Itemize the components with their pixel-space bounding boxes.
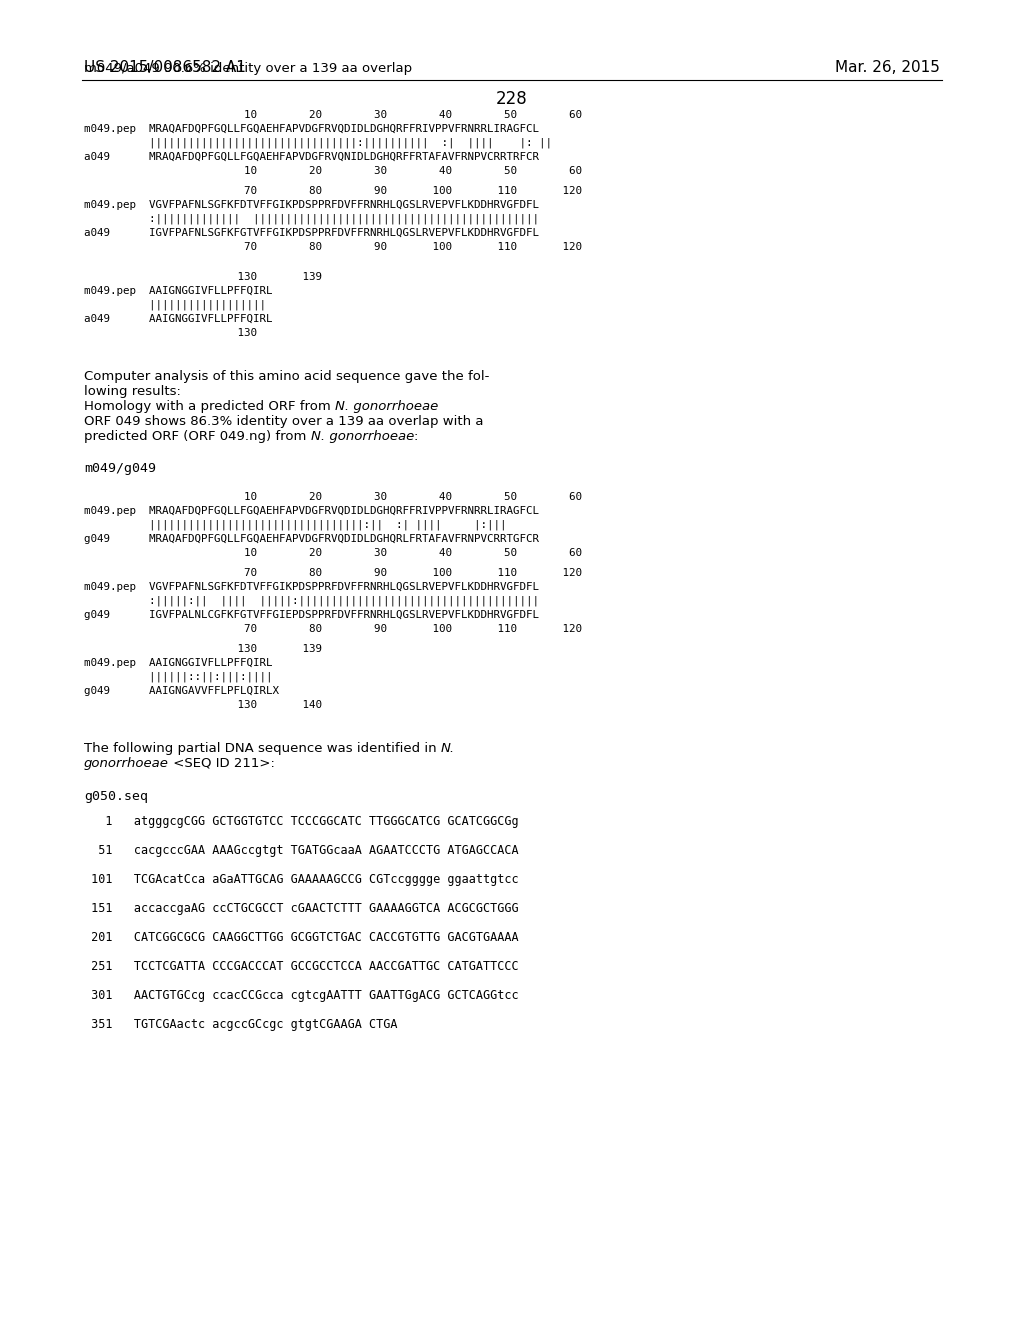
Text: m049.pep  VGVFPAFNLSGFKFDTVFFGIKPDSPPRFDVFFRNRHLQGSLRVEPVFLKDDHRVGFDFL: m049.pep VGVFPAFNLSGFKFDTVFFGIKPDSPPRFDV… (84, 201, 539, 210)
Text: ||||||::||:|||:||||: ||||||::||:|||:|||| (84, 672, 272, 682)
Text: ORF 049 shows 86.3% identity over a 139 aa overlap with a: ORF 049 shows 86.3% identity over a 139 … (84, 414, 483, 428)
Text: N. gonorrhoeae: N. gonorrhoeae (335, 400, 438, 413)
Text: ||||||||||||||||||: |||||||||||||||||| (84, 300, 266, 310)
Text: N.: N. (441, 742, 455, 755)
Text: 70        80        90       100       110       120: 70 80 90 100 110 120 (179, 624, 583, 634)
Text: <SEQ ID 211>:: <SEQ ID 211>: (169, 756, 274, 770)
Text: g049      IGVFPALNLCGFKFGTVFFGIEPDSPPRFDVFFRNRHLQGSLRVEPVFLKDDHRVGFDFL: g049 IGVFPALNLCGFKFGTVFFGIEPDSPPRFDVFFRN… (84, 610, 539, 620)
Text: 1   atgggcgCGG GCTGGTGTCC TCCCGGCATC TTGGGCATCG GCATCGGCGg: 1 atgggcgCGG GCTGGTGTCC TCCCGGCATC TTGGG… (84, 814, 518, 828)
Text: 228: 228 (496, 90, 528, 108)
Text: m049.pep  MRAQAFDQPFGQLLFGQAEHFAPVDGFRVQDIDLDGHQRFFRIVPPVFRNRRLIRAGFCL: m049.pep MRAQAFDQPFGQLLFGQAEHFAPVDGFRVQD… (84, 124, 539, 135)
Text: gonorrhoeae: gonorrhoeae (84, 756, 169, 770)
Text: 101   TCGAcatCca aGaATTGCAG GAAAAAGCCG CGTccgggge ggaattgtcc: 101 TCGAcatCca aGaATTGCAG GAAAAAGCCG CGT… (84, 873, 518, 886)
Text: 10        20        30        40        50        60: 10 20 30 40 50 60 (179, 110, 583, 120)
Text: m049.pep  MRAQAFDQPFGQLLFGQAEHFAPVDGFRVQDIDLDGHQRFFRIVPPVFRNRRLIRAGFCL: m049.pep MRAQAFDQPFGQLLFGQAEHFAPVDGFRVQD… (84, 506, 539, 516)
Text: 130       140: 130 140 (179, 700, 323, 710)
Text: :: : (414, 430, 418, 444)
Text: :|||||||||||||  ||||||||||||||||||||||||||||||||||||||||||||: :||||||||||||| |||||||||||||||||||||||||… (84, 214, 539, 224)
Text: 151   accaccgaAG ccCTGCGCCT cGAACTCTTT GAAAAGGTCA ACGCGCTGGG: 151 accaccgaAG ccCTGCGCCT cGAACTCTTT GAA… (84, 902, 518, 915)
Text: :|||||:||  ||||  |||||:|||||||||||||||||||||||||||||||||||||: :|||||:|| |||| |||||:|||||||||||||||||||… (84, 597, 539, 606)
Text: 130       139: 130 139 (179, 644, 323, 653)
Text: 70        80        90       100       110       120: 70 80 90 100 110 120 (179, 568, 583, 578)
Text: m049.pep  VGVFPAFNLSGFKFDTVFFGIKPDSPPRFDVFFRNRHLQGSLRVEPVFLKDDHRVGFDFL: m049.pep VGVFPAFNLSGFKFDTVFFGIKPDSPPRFDV… (84, 582, 539, 591)
Text: a049      IGVFPAFNLSGFKFGTVFFGIKPDSPPRFDVFFRNRHLQGSLRVEPVFLKDDHRVGFDFL: a049 IGVFPAFNLSGFKFGTVFFGIKPDSPPRFDVFFRN… (84, 228, 539, 238)
Text: predicted ORF (ORF 049.ng) from: predicted ORF (ORF 049.ng) from (84, 430, 310, 444)
Text: g049      MRAQAFDQPFGQLLFGQAEHFAPVDGFRVQDIDLDGHQRLFRTAFAVFRNPVCRRTGFCR: g049 MRAQAFDQPFGQLLFGQAEHFAPVDGFRVQDIDLD… (84, 535, 539, 544)
Text: 130: 130 (179, 327, 257, 338)
Text: lowing results:: lowing results: (84, 385, 181, 399)
Text: a049      MRAQAFDQPFGQLLFGQAEHFAPVDGFRVQNIDLDGHQRFFRTAFAVFRNPVCRRTRFCR: a049 MRAQAFDQPFGQLLFGQAEHFAPVDGFRVQNIDLD… (84, 152, 539, 162)
Text: The following partial DNA sequence was identified in: The following partial DNA sequence was i… (84, 742, 441, 755)
Text: Homology with a predicted ORF from: Homology with a predicted ORF from (84, 400, 335, 413)
Text: 10        20        30        40        50        60: 10 20 30 40 50 60 (179, 492, 583, 502)
Text: 70        80        90       100       110       120: 70 80 90 100 110 120 (179, 186, 583, 195)
Text: g049      AAIGNGAVVFFLPFLQIRLX: g049 AAIGNGAVVFFLPFLQIRLX (84, 686, 279, 696)
Text: 301   AACTGTGCcg ccacCCGcca cgtcgAATTT GAATTGgACG GCTCAGGtcc: 301 AACTGTGCcg ccacCCGcca cgtcgAATTT GAA… (84, 989, 518, 1002)
Text: |||||||||||||||||||||||||||||||||:||  :| ||||     |:|||: |||||||||||||||||||||||||||||||||:|| :| … (84, 520, 507, 531)
Text: 351   TGTCGAactc acgccGCcgc gtgtCGAAGA CTGA: 351 TGTCGAactc acgccGCcgc gtgtCGAAGA CTG… (84, 1018, 397, 1031)
Text: g050.seq: g050.seq (84, 789, 148, 803)
Text: 10        20        30        40        50        60: 10 20 30 40 50 60 (179, 548, 583, 558)
Text: ||||||||||||||||||||||||||||||||:||||||||||  :|  ||||    |: ||: ||||||||||||||||||||||||||||||||:|||||||… (84, 139, 552, 149)
Text: 51   cacgcccGAA AAAGccgtgt TGATGGcaaA AGAATCCCTG ATGAGCCACA: 51 cacgcccGAA AAAGccgtgt TGATGGcaaA AGAA… (84, 843, 518, 857)
Text: 70        80        90       100       110       120: 70 80 90 100 110 120 (179, 242, 583, 252)
Text: m049/g049: m049/g049 (84, 462, 156, 475)
Text: 251   TCCTCGATTA CCCGACCCAT GCCGCCTCCA AACCGATTGC CATGATTCCC: 251 TCCTCGATTA CCCGACCCAT GCCGCCTCCA AAC… (84, 960, 518, 973)
Text: US 2015/0086582 A1: US 2015/0086582 A1 (84, 59, 246, 75)
Text: N. gonorrhoeae: N. gonorrhoeae (310, 430, 414, 444)
Text: Computer analysis of this amino acid sequence gave the fol-: Computer analysis of this amino acid seq… (84, 370, 489, 383)
Text: m049.pep  AAIGNGGIVFLLPFFQIRL: m049.pep AAIGNGGIVFLLPFFQIRL (84, 286, 272, 296)
Text: 10        20        30        40        50        60: 10 20 30 40 50 60 (179, 166, 583, 176)
Text: a049      AAIGNGGIVFLLPFFQIRL: a049 AAIGNGGIVFLLPFFQIRL (84, 314, 272, 323)
Text: 201   CATCGGCGCG CAAGGCTTGG GCGGTCTGAC CACCGTGTTG GACGTGAAAA: 201 CATCGGCGCG CAAGGCTTGG GCGGTCTGAC CAC… (84, 931, 518, 944)
Text: m049.pep  AAIGNGGIVFLLPFFQIRL: m049.pep AAIGNGGIVFLLPFFQIRL (84, 657, 272, 668)
Text: 130       139: 130 139 (179, 272, 323, 282)
Text: Mar. 26, 2015: Mar. 26, 2015 (836, 59, 940, 75)
Text: m049/a049 90.6% identity over a 139 aa overlap: m049/a049 90.6% identity over a 139 aa o… (84, 62, 412, 75)
